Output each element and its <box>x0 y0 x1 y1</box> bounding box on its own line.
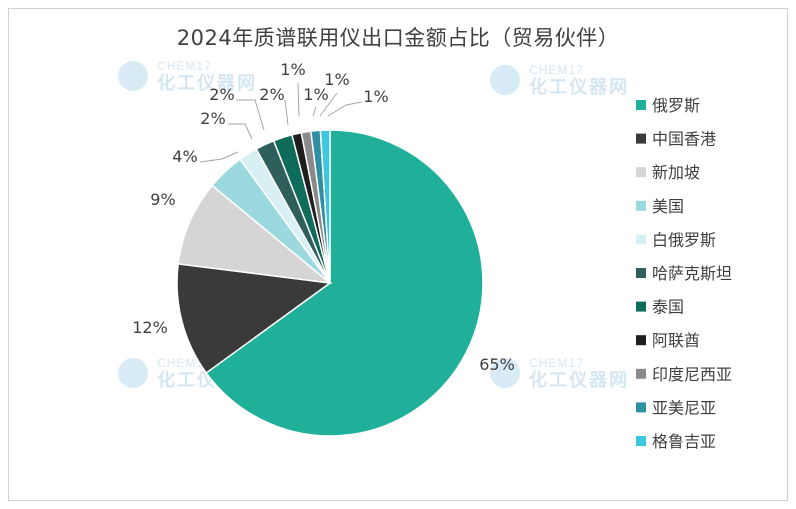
legend-label: 中国香港 <box>652 130 716 149</box>
pie-slice <box>319 129 331 284</box>
pie-slices <box>176 129 484 437</box>
leader-line <box>284 99 289 126</box>
legend-label: 俄罗斯 <box>652 96 700 115</box>
pie-slice <box>205 129 484 437</box>
slice-data-label: 9% <box>150 190 175 209</box>
legend-swatch <box>636 301 646 312</box>
legend-swatch <box>636 402 646 413</box>
legend-swatch <box>636 133 646 144</box>
slice-data-label: 1% <box>363 87 388 106</box>
legend-swatch <box>636 368 646 379</box>
legend-label: 亚美尼亚 <box>652 398 716 417</box>
slice-data-label: 1% <box>280 60 305 79</box>
slice-data-label: 1% <box>303 85 328 104</box>
legend-label: 白俄罗斯 <box>652 230 716 249</box>
chart-title: 2024年质谱联用仪出口金额占比（贸易伙伴） <box>176 26 620 50</box>
legend-swatch <box>636 335 646 346</box>
leader-lines <box>199 82 363 163</box>
slice-data-label: 2% <box>200 109 225 128</box>
legend-label: 美国 <box>652 197 684 216</box>
legend-swatch <box>636 436 646 446</box>
leader-line <box>312 106 317 117</box>
leader-line <box>327 101 363 117</box>
legend-swatch <box>636 234 646 245</box>
slice-data-label: 4% <box>172 147 197 166</box>
slice-data-label: 65% <box>479 355 515 374</box>
leader-line <box>236 99 265 131</box>
leader-line <box>297 82 300 117</box>
slice-data-label: 12% <box>132 318 168 337</box>
legend-label: 新加坡 <box>652 163 700 182</box>
slice-data-label: 2% <box>209 85 234 104</box>
leader-line <box>319 92 338 117</box>
legend-label: 阿联酋 <box>652 331 700 350</box>
pie-slice <box>177 184 333 285</box>
legend-label: 印度尼西亚 <box>652 365 732 384</box>
legend-swatch <box>636 167 646 178</box>
legend-swatch <box>636 268 646 278</box>
legend-swatch <box>636 200 646 211</box>
legend-swatch <box>636 100 646 110</box>
slice-data-label: 2% <box>259 85 284 104</box>
leader-line <box>199 151 239 163</box>
legend-label: 哈萨克斯坦 <box>652 264 732 283</box>
legend-label: 格鲁吉亚 <box>652 432 716 451</box>
leader-line <box>228 123 253 140</box>
pie-slice <box>176 262 332 374</box>
data-labels: 65%12%9%4%2%2% 2%1%1%1%1% <box>132 60 515 374</box>
slice-data-label: 1% <box>324 70 349 89</box>
legend-label: 泰国 <box>652 298 684 317</box>
